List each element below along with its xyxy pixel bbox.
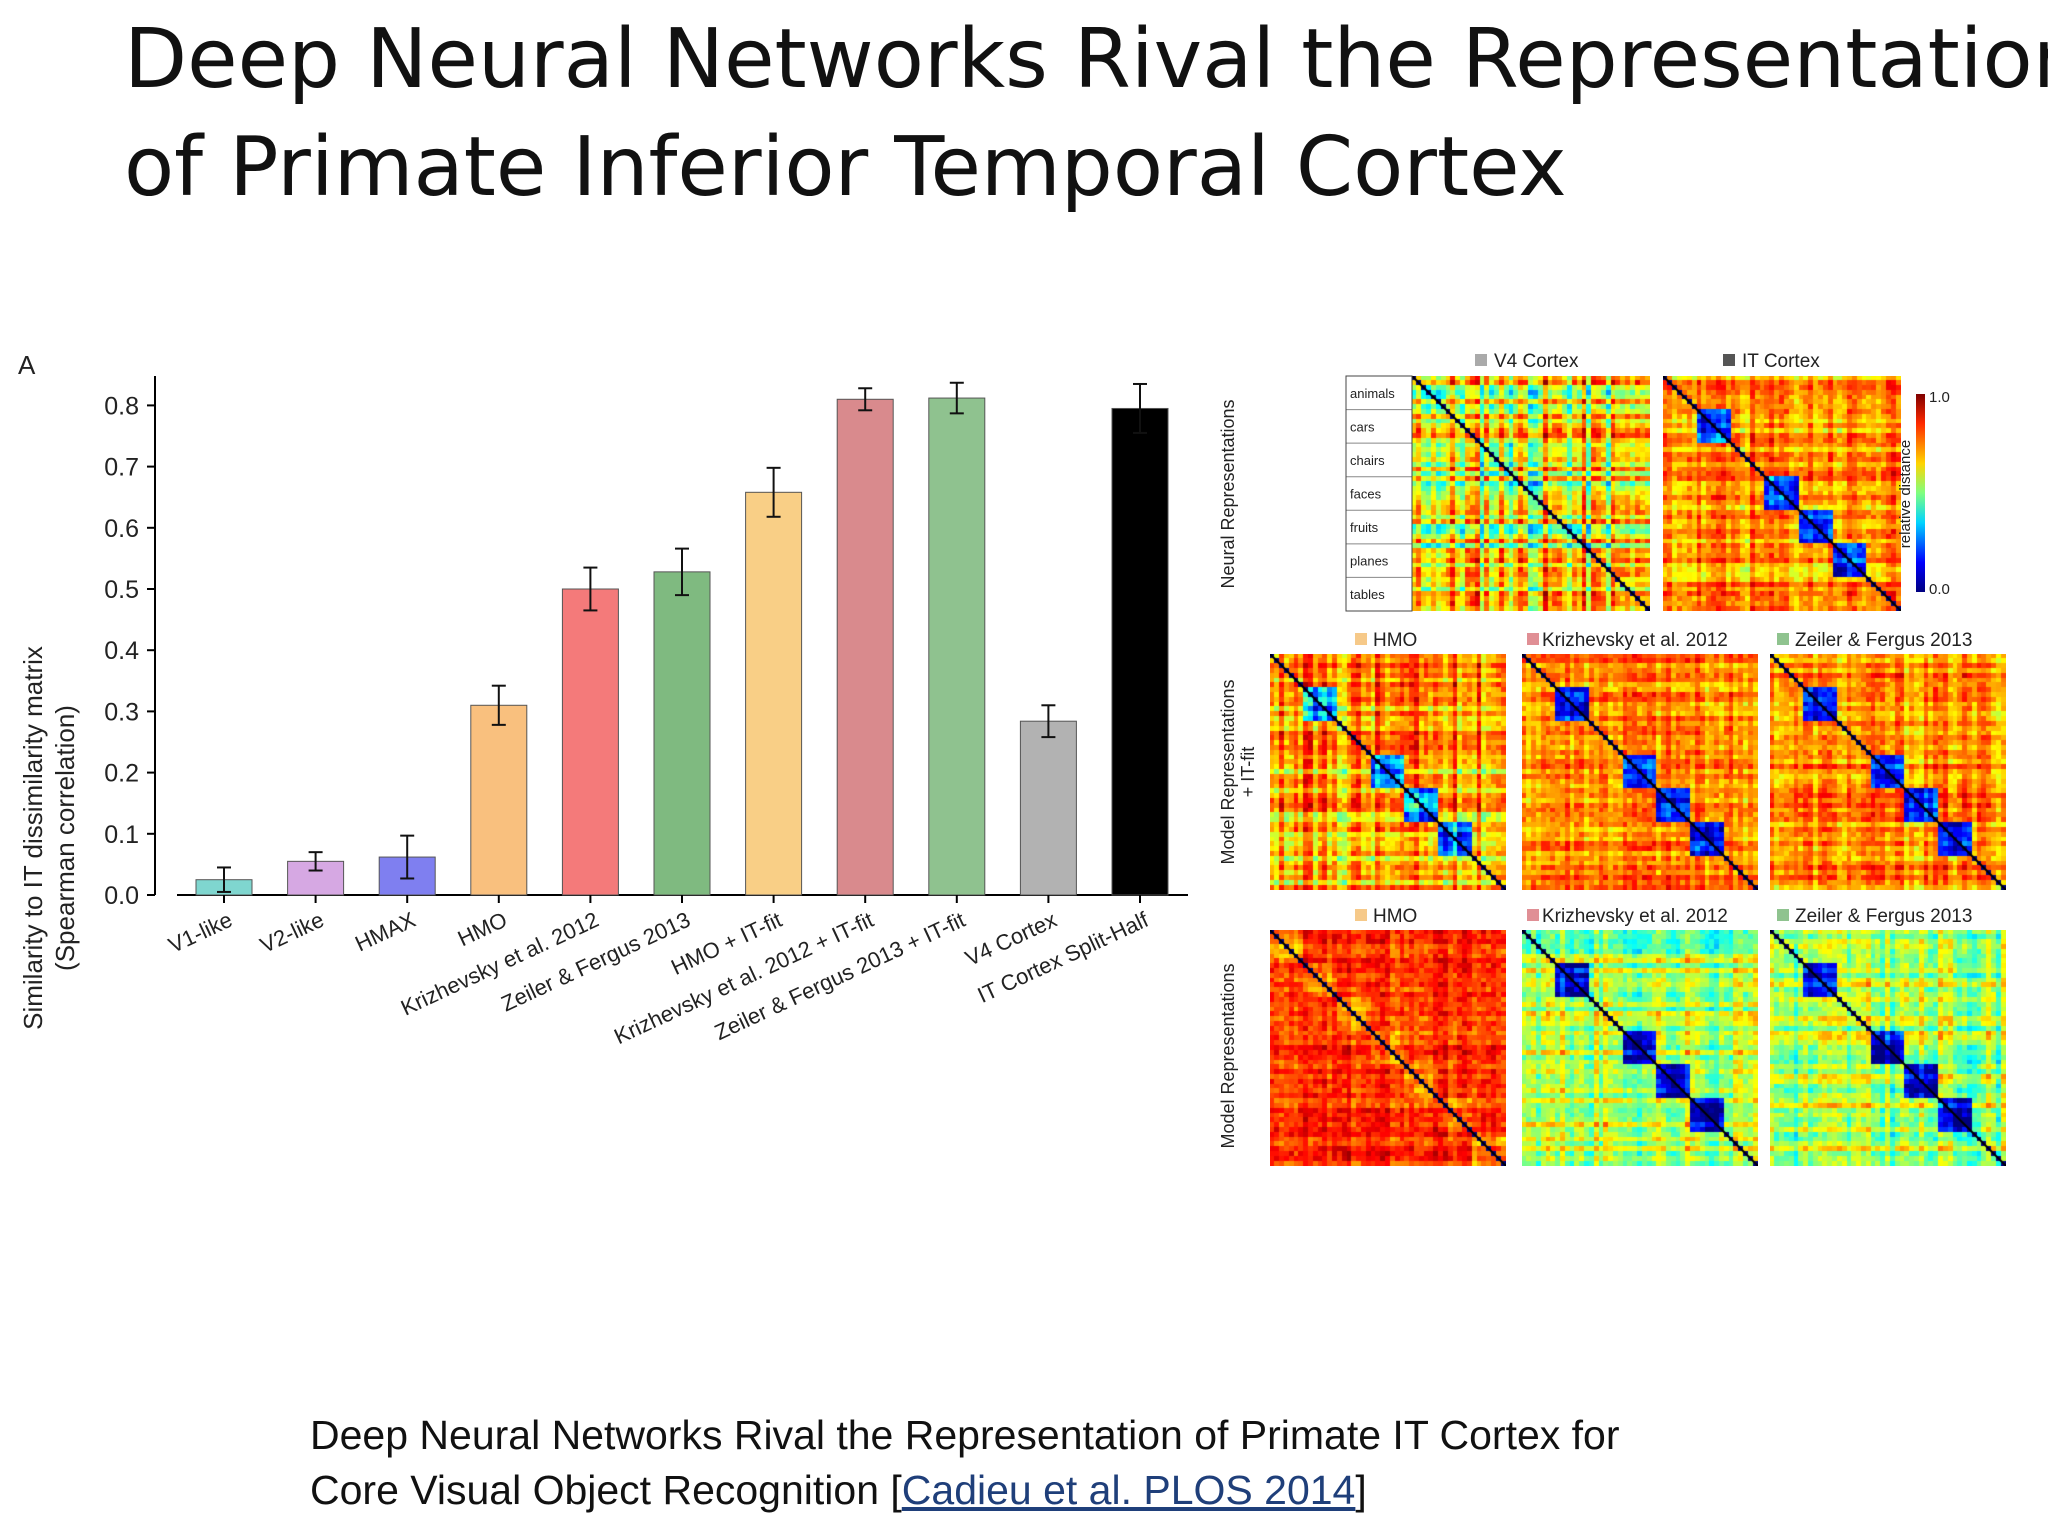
caption: Deep Neural Networks Rival the Represent… bbox=[310, 1408, 1910, 1518]
panel-title-hmo-text: HMO bbox=[1373, 906, 1417, 927]
x-tick-label: HMO bbox=[454, 907, 511, 951]
bars bbox=[195, 381, 1169, 896]
colorbar bbox=[1916, 394, 1925, 592]
bar bbox=[653, 571, 711, 896]
y-axis-label-line2: (Spearman correlation) bbox=[50, 705, 80, 971]
category-label: cars bbox=[1350, 419, 1375, 434]
y-tick-label: 0.2 bbox=[104, 760, 139, 788]
legend-swatch-it bbox=[1723, 354, 1735, 366]
colorbar-label: relative distance bbox=[1897, 440, 1914, 548]
heatmap-zeiler-itfit bbox=[1770, 654, 2006, 890]
bar bbox=[745, 491, 803, 896]
row-label-model-itfit-line1: Model Representations bbox=[1218, 679, 1238, 864]
heatmap-krizhevsky bbox=[1522, 930, 1758, 1166]
category-label-box bbox=[1345, 375, 1413, 612]
panel-title-zeiler-text: Zeiler & Fergus 2013 bbox=[1795, 906, 1972, 927]
bar-chart: A Similarity to IT dissimilarity matrix … bbox=[18, 350, 1188, 1049]
y-tick-label: 0.3 bbox=[104, 698, 139, 726]
row-label-model: Model Representations bbox=[1218, 963, 1238, 1148]
matrix-labels: Neural Representations Model Representat… bbox=[1218, 351, 1972, 1149]
category-label: fruits bbox=[1350, 520, 1379, 535]
panel-title-zeiler: Zeiler & Fergus 2013 bbox=[1777, 906, 1972, 927]
category-label: planes bbox=[1350, 554, 1389, 569]
panel-label: A bbox=[18, 350, 36, 380]
citation-link[interactable]: Cadieu et al. PLOS 2014 bbox=[901, 1467, 1356, 1513]
y-tick-label: 0.7 bbox=[104, 454, 139, 482]
y-axis-label: Similarity to IT dissimilarity matrix (S… bbox=[18, 646, 80, 1030]
panel-title-zeiler-itfit: Zeiler & Fergus 2013 bbox=[1777, 630, 1972, 651]
row-label-neural: Neural Representations bbox=[1218, 399, 1238, 588]
legend-swatch-v4 bbox=[1475, 354, 1487, 366]
y-tick-label: 0.1 bbox=[104, 821, 139, 849]
panel-title-krizhevsky-itfit: Krizhevsky et al. 2012 bbox=[1527, 630, 1728, 651]
heatmap-zeiler bbox=[1770, 930, 2006, 1166]
heatmap-hmo bbox=[1270, 930, 1506, 1166]
legend-swatch-hmo bbox=[1355, 909, 1367, 921]
bar bbox=[928, 397, 986, 896]
category-label: faces bbox=[1350, 487, 1382, 502]
panel-title-hmo-itfit-text: HMO bbox=[1373, 630, 1417, 651]
y-axis-label-line1: Similarity to IT dissimilarity matrix bbox=[18, 646, 48, 1030]
category-label: animals bbox=[1350, 386, 1395, 401]
bar bbox=[470, 704, 528, 896]
panel-title-krizhevsky-text: Krizhevsky et al. 2012 bbox=[1542, 906, 1728, 927]
caption-line1: Deep Neural Networks Rival the Represent… bbox=[310, 1412, 1620, 1458]
legend-swatch-zeiler bbox=[1777, 909, 1789, 921]
panel-title-it-cortex: IT Cortex bbox=[1723, 351, 1820, 372]
colorbar-min-label: 0.0 bbox=[1929, 581, 1950, 598]
y-tick-label: 0.6 bbox=[104, 515, 139, 543]
panel-title-hmo: HMO bbox=[1355, 906, 1417, 927]
slide-title-line1: Deep Neural Networks Rival the Represent… bbox=[124, 12, 2048, 107]
panel-title-krizhevsky: Krizhevsky et al. 2012 bbox=[1527, 906, 1728, 927]
heatmap-krizhevsky-itfit bbox=[1522, 654, 1758, 890]
legend-swatch-krizhevsky bbox=[1527, 909, 1539, 921]
slide-title-line2: of Primate Inferior Temporal Cortex bbox=[124, 120, 1567, 215]
bar bbox=[561, 588, 619, 896]
legend-swatch-hmo-itfit bbox=[1355, 633, 1367, 645]
panel-title-hmo-itfit: HMO bbox=[1355, 630, 1417, 651]
heatmap-it-cortex bbox=[1663, 376, 1901, 611]
x-tick-label: V1-like bbox=[165, 907, 237, 958]
category-label: tables bbox=[1350, 587, 1385, 602]
x-tick-label: V2-like bbox=[256, 907, 328, 958]
y-tick-label: 0.0 bbox=[104, 882, 139, 910]
category-labels: animals cars chairs faces fruits planes tables bbox=[1346, 386, 1412, 602]
panel-title-it-text: IT Cortex bbox=[1742, 351, 1820, 372]
panel-title-v4-text: V4 Cortex bbox=[1494, 351, 1579, 372]
x-tick-label: HMAX bbox=[351, 907, 419, 957]
caption-line2-suffix: ] bbox=[1355, 1467, 1367, 1513]
y-tick-label: 0.8 bbox=[104, 392, 139, 420]
panel-title-krizhevsky-itfit-text: Krizhevsky et al. 2012 bbox=[1542, 630, 1728, 651]
heatmap-hmo-itfit bbox=[1270, 654, 1506, 890]
bar bbox=[836, 398, 894, 896]
colorbar-max-label: 1.0 bbox=[1929, 389, 1950, 406]
heatmap-v4-cortex bbox=[1412, 376, 1650, 611]
bar bbox=[1019, 720, 1077, 896]
caption-line2-prefix: Core Visual Object Recognition [ bbox=[310, 1467, 902, 1513]
slide-title: Deep Neural Networks Rival the Represent… bbox=[124, 6, 2048, 222]
panel-title-v4-cortex: V4 Cortex bbox=[1475, 351, 1579, 372]
y-ticks: 0.0 0.1 0.2 0.3 0.4 0.5 0.6 0.7 0.8 bbox=[104, 392, 155, 910]
y-tick-label: 0.5 bbox=[104, 576, 139, 604]
y-tick-label: 0.4 bbox=[104, 637, 139, 665]
caption-line2: Core Visual Object Recognition [Cadieu e… bbox=[310, 1463, 1910, 1518]
category-label: chairs bbox=[1350, 453, 1385, 468]
legend-swatch-krizhevsky-itfit bbox=[1527, 633, 1539, 645]
row-label-model-itfit-line2: + IT-fit bbox=[1238, 747, 1258, 798]
legend-swatch-zeiler-itfit bbox=[1777, 633, 1789, 645]
panel-title-zeiler-itfit-text: Zeiler & Fergus 2013 bbox=[1795, 630, 1972, 651]
bar bbox=[1111, 407, 1169, 896]
